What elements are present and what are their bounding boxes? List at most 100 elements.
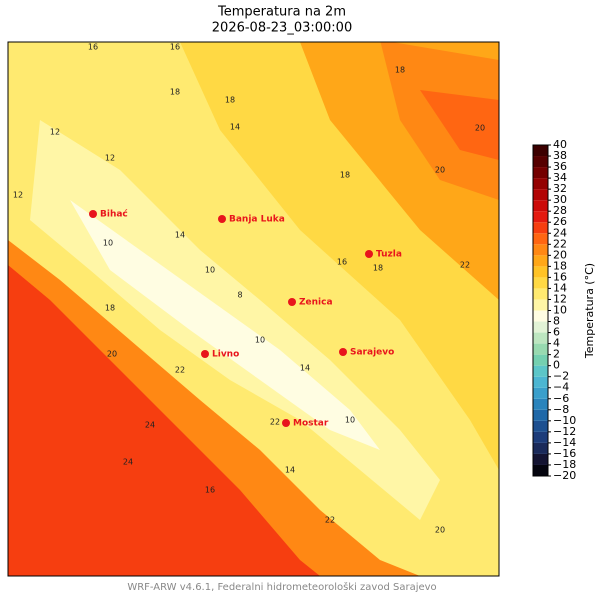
- colorbar-tick-label: 6: [553, 326, 560, 339]
- colorbar-tick-label: −8: [553, 403, 569, 416]
- contour-label: 18: [170, 88, 180, 97]
- city-label: Tuzla: [376, 250, 402, 260]
- colorbar-bin: [533, 453, 548, 465]
- colorbar-bin: [533, 277, 548, 289]
- contour-label: 12: [50, 128, 60, 137]
- colorbar-bin: [533, 332, 548, 344]
- contour-label: 14: [285, 466, 295, 475]
- contour-label: 16: [337, 258, 347, 267]
- colorbar-bin: [533, 211, 548, 223]
- colorbar-bin: [533, 244, 548, 256]
- city-marker: [339, 348, 347, 356]
- footer: WRF-ARW v4.6.1, Federalni hidrometeorolo…: [127, 581, 436, 593]
- contour-label: 18: [340, 171, 350, 180]
- colorbar-bin: [533, 409, 548, 421]
- colorbar-tick-label: 38: [553, 149, 567, 162]
- contour-label: 18: [395, 66, 405, 75]
- colorbar-tick-label: 10: [553, 304, 567, 317]
- colorbar-tick-label: −20: [553, 469, 576, 482]
- contour-label: 20: [435, 526, 445, 535]
- colorbar-tick-label: 26: [553, 215, 567, 228]
- colorbar-tick-label: −6: [553, 392, 569, 405]
- colorbar-bin: [533, 398, 548, 410]
- contour-label: 22: [270, 418, 280, 427]
- colorbar-bin: [533, 365, 548, 377]
- city-marker: [89, 210, 97, 218]
- colorbar-tick-label: 2: [553, 348, 560, 361]
- contour-label: 10: [205, 266, 215, 275]
- colorbar-tick-label: 16: [553, 270, 567, 283]
- colorbar-bin: [533, 299, 548, 311]
- colorbar-bin: [533, 145, 548, 157]
- city-label: Mostar: [293, 419, 329, 429]
- colorbar-tick-label: 34: [553, 171, 567, 184]
- colorbar-bin: [533, 387, 548, 399]
- map: 16 16 18 18 14 18 20 12 12 14 10 12 18 16 18 20 22 18 10 8 1…: [7, 41, 500, 577]
- title: Temperatura na 2m: [217, 5, 346, 20]
- colorbar-tick-label: 22: [553, 237, 567, 250]
- colorbar-bin: [533, 321, 548, 333]
- colorbar-tick-label: 4: [553, 337, 560, 350]
- colorbar-bin: [533, 354, 548, 366]
- colorbar-tick-label: 0: [553, 359, 560, 372]
- zone-10: [70, 200, 380, 450]
- colorbar-tick-label: 18: [553, 259, 567, 272]
- sea: [8, 265, 320, 576]
- colorbar-tick-label: −10: [553, 414, 576, 427]
- map-frame: [7, 41, 500, 577]
- colorbar-bin: [533, 222, 548, 234]
- contour-label: 12: [13, 191, 23, 200]
- contour-label: 14: [300, 364, 310, 373]
- contour-label: 14: [230, 123, 240, 132]
- colorbar-tick-label: 32: [553, 182, 567, 195]
- contour-label: 12: [105, 154, 115, 163]
- colorbar-tick-label: 14: [553, 281, 567, 294]
- contour-label: 24: [145, 421, 155, 430]
- contour-label: 10: [103, 239, 113, 248]
- colorbar-tick-label: −16: [553, 447, 576, 460]
- colorbar-bin: [533, 343, 548, 355]
- contour-label: 10: [345, 416, 355, 425]
- colorbar-tick-label: 8: [553, 315, 560, 328]
- subtitle: 2026-08-23_03:00:00: [212, 21, 352, 36]
- contour-label: 22: [175, 366, 185, 375]
- colorbar-tick-label: 36: [553, 160, 567, 173]
- city-label: Sarajevo: [350, 348, 394, 358]
- colorbar-bin: [533, 178, 548, 190]
- colorbar-bin: [533, 442, 548, 454]
- colorbar-tick-label: 28: [553, 204, 567, 217]
- colorbar-bin: [533, 266, 548, 278]
- city-label: Bihać: [100, 209, 128, 220]
- zone-20: [380, 42, 499, 200]
- city-marker: [365, 250, 373, 258]
- contour-label: 16: [170, 43, 180, 52]
- city-marker: [282, 419, 290, 427]
- colorbar-bin: [533, 200, 548, 212]
- zone-22-ne: [420, 90, 499, 160]
- colorbar-bin: [533, 288, 548, 300]
- contour-label: 16: [205, 486, 215, 495]
- contour-label: 16: [88, 43, 98, 52]
- contour-label: 22: [460, 261, 470, 270]
- colorbar-bin: [533, 431, 548, 443]
- colorbar-tick-label: −2: [553, 370, 569, 383]
- colorbar-bin: [533, 156, 548, 168]
- colorbar-tick-label: 12: [553, 292, 567, 305]
- contour-label: 8: [237, 291, 242, 300]
- colorbar-tick-label: −14: [553, 436, 576, 449]
- city-label: Banja Luka: [229, 215, 285, 225]
- colorbar-bin: [533, 189, 548, 201]
- colorbar-label: Temperatura (°C): [583, 263, 596, 359]
- city-marker: [218, 215, 226, 223]
- colorbar-tick-label: −4: [553, 381, 569, 394]
- colorbar-tick-label: −12: [553, 425, 576, 438]
- colorbar-bin: [533, 420, 548, 432]
- colorbar-tick-label: 20: [553, 248, 567, 261]
- contour-label: 22: [325, 516, 335, 525]
- colorbar-bin: [533, 255, 548, 267]
- contour-label: 18: [373, 264, 383, 273]
- contour-label: 18: [225, 96, 235, 105]
- colorbar-bin: [533, 464, 548, 476]
- colorbar-bin: [533, 376, 548, 388]
